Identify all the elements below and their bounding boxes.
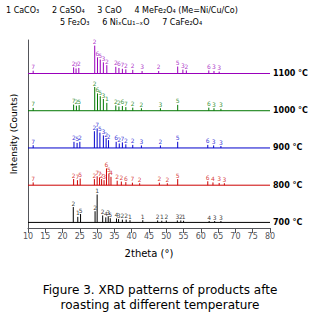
svg-text:3: 3 [213, 214, 217, 221]
svg-text:7: 7 [124, 100, 128, 107]
svg-text:2: 2 [157, 175, 161, 182]
svg-text:2: 2 [124, 137, 128, 144]
svg-text:45: 45 [144, 232, 154, 241]
svg-text:2: 2 [157, 63, 161, 70]
svg-text:2: 2 [184, 63, 188, 70]
svg-text:50: 50 [161, 232, 171, 241]
svg-text:5: 5 [108, 211, 112, 218]
svg-text:2theta (°): 2theta (°) [125, 248, 174, 259]
svg-text:3: 3 [222, 176, 226, 183]
svg-text:4: 4 [211, 175, 215, 182]
svg-text:10: 10 [23, 232, 33, 241]
svg-text:40: 40 [127, 232, 137, 241]
svg-text:2: 2 [93, 204, 97, 211]
svg-text:3: 3 [219, 139, 223, 146]
svg-text:6: 6 [206, 137, 210, 144]
svg-text:2: 2 [77, 60, 81, 67]
svg-text:2: 2 [105, 58, 109, 65]
svg-text:5: 5 [176, 134, 180, 141]
svg-text:4: 4 [109, 169, 113, 176]
svg-text:15: 15 [40, 232, 50, 241]
svg-text:1: 1 [95, 187, 99, 194]
svg-text:7: 7 [31, 175, 35, 182]
svg-text:2: 2 [78, 134, 82, 141]
svg-text:3: 3 [212, 101, 216, 108]
svg-text:35: 35 [109, 232, 119, 241]
svg-text:2: 2 [131, 100, 135, 107]
svg-text:65: 65 [213, 232, 223, 241]
svg-text:3: 3 [217, 175, 221, 182]
svg-text:2: 2 [124, 62, 128, 69]
svg-text:Figure 3. XRD patterns of prod: Figure 3. XRD patterns of products afte [43, 283, 278, 297]
svg-text:2: 2 [138, 176, 142, 183]
svg-text:7: 7 [31, 63, 35, 70]
svg-text:5 Fe₂O₃ 6 NiₓCu₁₋ₓO 7: 5 Fe₂O₃ 6 NiₓCu₁₋ₓO 7 CaFe₂O₄ [60, 18, 202, 27]
svg-text:7: 7 [31, 100, 35, 107]
svg-text:1000 °C: 1000 °C [273, 106, 308, 115]
svg-text:2: 2 [119, 174, 123, 181]
svg-text:5: 5 [176, 59, 180, 66]
svg-text:2: 2 [164, 213, 168, 220]
svg-text:5: 5 [79, 207, 83, 214]
svg-text:5: 5 [176, 172, 180, 179]
svg-text:2: 2 [93, 38, 97, 45]
svg-text:3: 3 [219, 214, 223, 221]
svg-text:1: 1 [105, 95, 109, 102]
svg-text:55: 55 [178, 232, 188, 241]
svg-text:60: 60 [196, 232, 206, 241]
svg-text:5: 5 [77, 98, 81, 105]
svg-text:2: 2 [71, 200, 75, 207]
svg-text:Intensity (Counts): Intensity (Counts) [9, 94, 19, 174]
svg-text:1100 °C: 1100 °C [273, 69, 308, 78]
svg-text:3: 3 [102, 173, 106, 180]
svg-text:75: 75 [248, 232, 258, 241]
svg-text:2: 2 [131, 137, 135, 144]
svg-text:5: 5 [176, 97, 180, 104]
svg-text:6: 6 [124, 175, 128, 182]
svg-text:2: 2 [158, 138, 162, 145]
svg-text:3: 3 [158, 101, 162, 108]
svg-text:1: 1 [160, 213, 164, 220]
svg-text:2: 2 [139, 101, 143, 108]
svg-text:3: 3 [212, 63, 216, 70]
svg-text:3: 3 [219, 101, 223, 108]
svg-text:1 CaCO₃ 2 CaSO₄ 3 CaO: 1 CaCO₃ 2 CaSO₄ 3 CaO 4 MeFe₂O₄ (Me=Ni/C… [6, 6, 238, 15]
svg-text:2: 2 [131, 62, 135, 69]
svg-text:4: 4 [207, 214, 211, 221]
svg-text:3: 3 [212, 138, 216, 145]
svg-text:25: 25 [75, 232, 85, 241]
svg-text:1: 1 [182, 213, 186, 220]
svg-text:6: 6 [206, 174, 210, 181]
svg-text:30: 30 [92, 232, 102, 241]
svg-text:70: 70 [230, 232, 240, 241]
svg-text:roasting at different temperat: roasting at different temperature [61, 298, 260, 312]
svg-text:1: 1 [141, 213, 145, 220]
svg-text:6: 6 [207, 63, 211, 70]
svg-text:7: 7 [130, 175, 134, 182]
svg-text:3: 3 [139, 138, 143, 145]
svg-text:5: 5 [78, 171, 82, 178]
svg-text:3: 3 [140, 63, 144, 70]
svg-text:800 °C: 800 °C [273, 181, 302, 190]
svg-text:7: 7 [31, 138, 35, 145]
svg-text:6: 6 [207, 100, 211, 107]
svg-text:700 °C: 700 °C [273, 218, 302, 227]
svg-text:2: 2 [165, 176, 169, 183]
svg-text:3: 3 [217, 64, 221, 71]
svg-text:20: 20 [57, 232, 67, 241]
svg-text:80: 80 [265, 232, 275, 241]
svg-text:2: 2 [107, 133, 111, 140]
svg-text:900 °C: 900 °C [273, 143, 302, 152]
svg-text:1: 1 [128, 213, 132, 220]
